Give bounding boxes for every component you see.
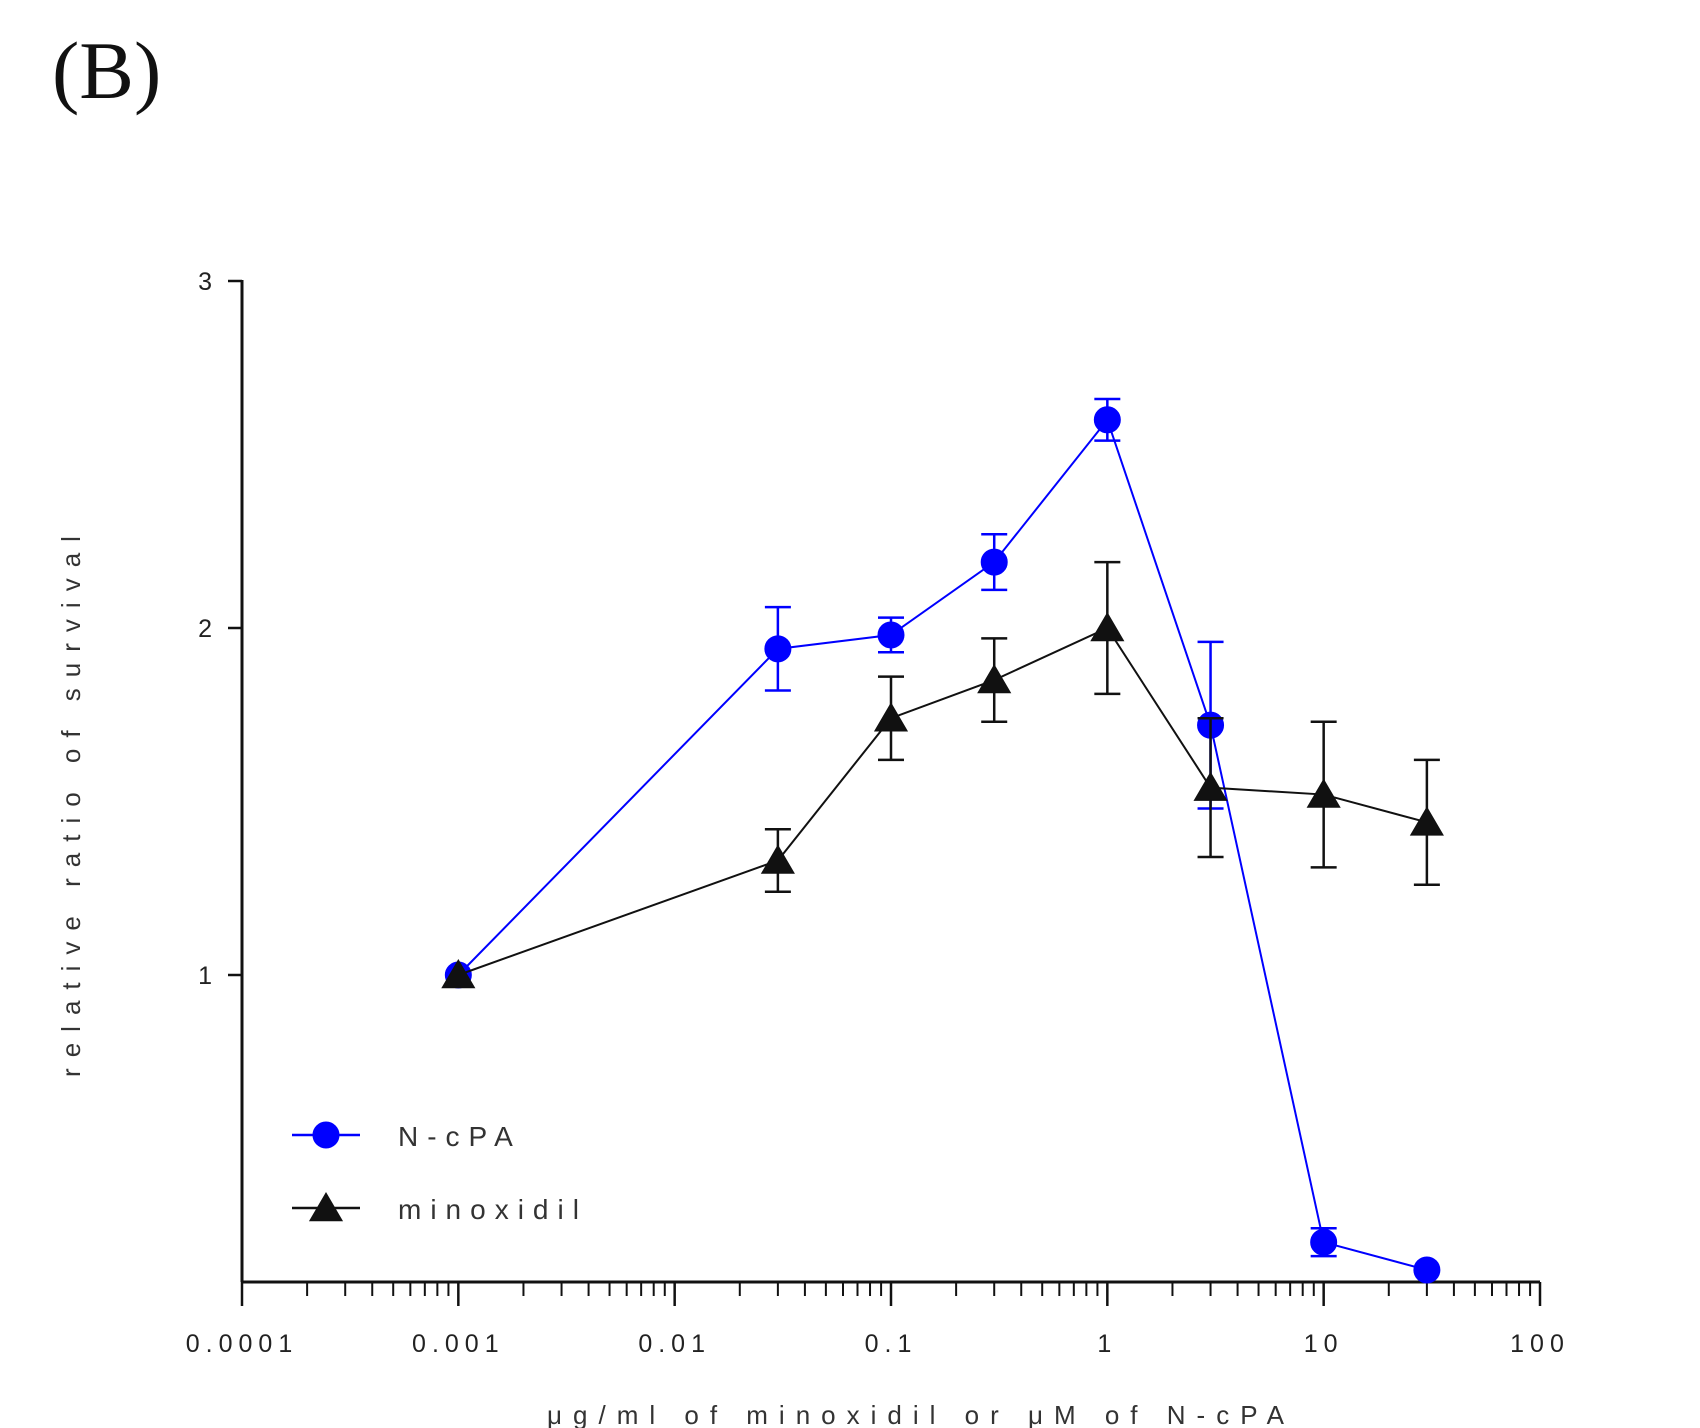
legend: N-cPA minoxidil (292, 1121, 588, 1225)
data-point (977, 664, 1012, 694)
x-axis-title: μg/ml of minoxidil or μM of N-cPA (547, 1400, 1295, 1428)
y-tick-label: 3 (198, 268, 212, 296)
legend-marker (308, 1192, 344, 1222)
x-tick-label: 100 (1510, 1330, 1570, 1358)
data-point (1409, 806, 1444, 836)
data-point (1306, 778, 1341, 808)
y-axis-title: relative ratio of survival (56, 525, 86, 1077)
data-point (873, 702, 909, 732)
data-point (1093, 406, 1121, 434)
x-tick-label: 0.0001 (186, 1330, 298, 1358)
data-point (980, 548, 1008, 576)
data-point (1090, 612, 1125, 642)
data-point (1193, 771, 1228, 801)
series-minoxidil (441, 560, 1444, 989)
x-tick-label: 0.001 (412, 1330, 505, 1358)
data-point (1413, 1256, 1441, 1284)
legend-marker (312, 1121, 340, 1149)
y-tick-label: 2 (198, 615, 212, 643)
data-point (441, 959, 476, 989)
x-tick-label: 10 (1304, 1330, 1344, 1358)
data-point (877, 621, 905, 649)
legend-item: minoxidil (292, 1192, 588, 1225)
x-tick-label: 1 (1097, 1330, 1117, 1358)
data-series (441, 397, 1444, 1284)
series-n-cpa (444, 397, 1441, 1284)
data-point (764, 635, 792, 663)
x-tick-label: 0.1 (865, 1330, 918, 1358)
x-tick-label: 0.01 (638, 1330, 711, 1358)
data-point (760, 844, 795, 874)
legend-item: N-cPA (292, 1121, 522, 1152)
y-tick-label: 1 (198, 962, 212, 990)
axis-ticks: 1 2 3 0.0001 0.001 0.01 0.1 1 10 100 (186, 268, 1570, 1358)
legend-label: N-cPA (398, 1121, 522, 1152)
series-line (457, 417, 1428, 1271)
legend-label: minoxidil (398, 1194, 588, 1225)
panel-label: (B) (52, 25, 162, 116)
series-line (457, 626, 1428, 976)
data-point (1310, 1228, 1338, 1256)
